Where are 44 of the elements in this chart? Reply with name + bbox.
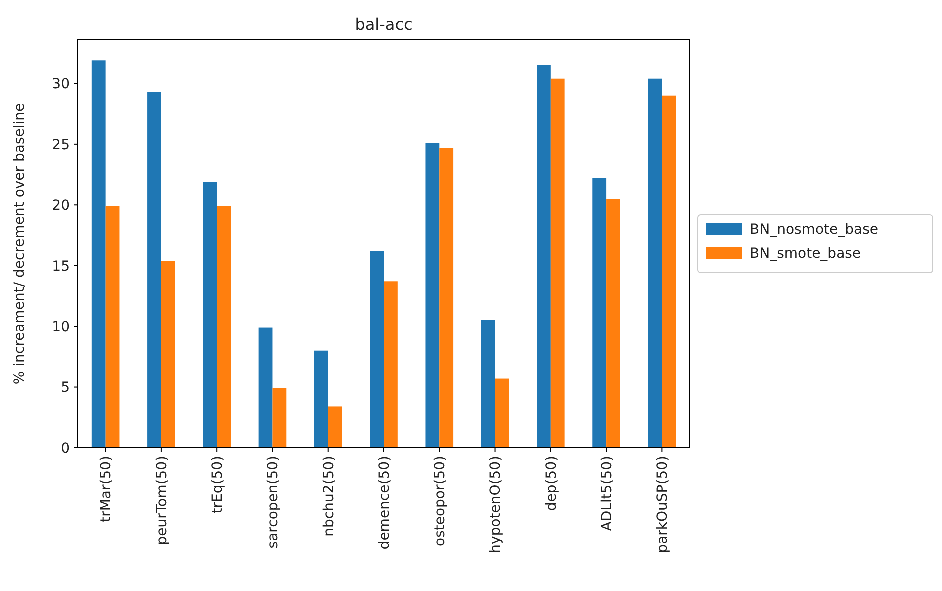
bar xyxy=(550,78,565,448)
x-tick-label: trMar(50) xyxy=(98,456,115,522)
bar xyxy=(592,178,607,448)
x-tick-label: hypotenO(50) xyxy=(488,456,504,554)
bar xyxy=(606,199,620,448)
legend-label: BN_smote_base xyxy=(750,246,862,262)
bar xyxy=(537,66,551,448)
bar xyxy=(203,182,218,448)
bar xyxy=(148,92,162,448)
bar xyxy=(161,261,176,448)
y-tick-label: 10 xyxy=(52,319,70,336)
y-axis-title: % increament/ decrement over baseline xyxy=(12,103,28,385)
bar xyxy=(92,60,106,448)
x-tick-label: nbchu2(50) xyxy=(321,456,338,537)
bar xyxy=(426,143,440,448)
bar xyxy=(481,320,496,448)
bar xyxy=(440,148,454,448)
y-tick-label: 25 xyxy=(52,137,70,154)
legend-label: BN_nosmote_base xyxy=(750,222,878,238)
chart-title: bal-acc xyxy=(355,15,413,34)
x-tick-label: parkOuSP(50) xyxy=(655,456,672,554)
x-tick-label: osteopor(50) xyxy=(432,456,449,546)
bar xyxy=(258,328,273,448)
bar xyxy=(272,388,287,448)
bar xyxy=(370,251,384,448)
bar xyxy=(662,96,676,448)
bar xyxy=(384,282,398,448)
bar xyxy=(328,406,342,448)
bar xyxy=(495,378,510,448)
y-tick-label: 15 xyxy=(52,258,70,275)
bar xyxy=(648,78,662,448)
y-tick-label: 0 xyxy=(61,440,70,457)
bar xyxy=(106,206,120,448)
x-tick-label: sarcopen(50) xyxy=(266,456,282,549)
x-tick-label: demence(50) xyxy=(376,456,393,550)
x-tick-label: peurTom(50) xyxy=(154,456,170,546)
x-tick-label: ADLlt5(50) xyxy=(599,456,616,532)
y-tick-label: 30 xyxy=(52,76,70,93)
bar xyxy=(217,206,231,448)
x-tick-label: dep(50) xyxy=(544,456,560,512)
bar xyxy=(314,350,328,448)
y-tick-label: 5 xyxy=(61,380,70,396)
x-tick-label: trEq(50) xyxy=(210,456,226,514)
y-tick-label: 20 xyxy=(52,198,70,214)
